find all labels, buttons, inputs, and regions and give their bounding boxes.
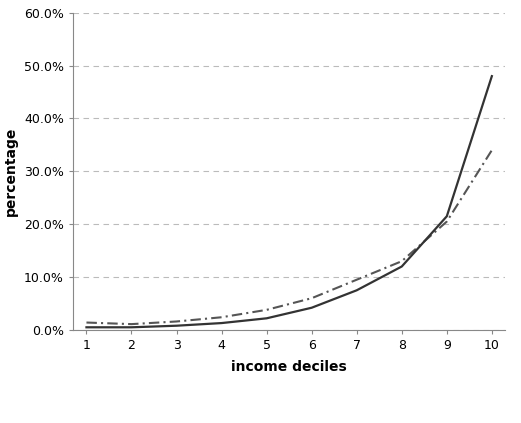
X-axis label: income deciles: income deciles — [231, 360, 347, 374]
Y-axis label: percentage: percentage — [4, 126, 18, 216]
